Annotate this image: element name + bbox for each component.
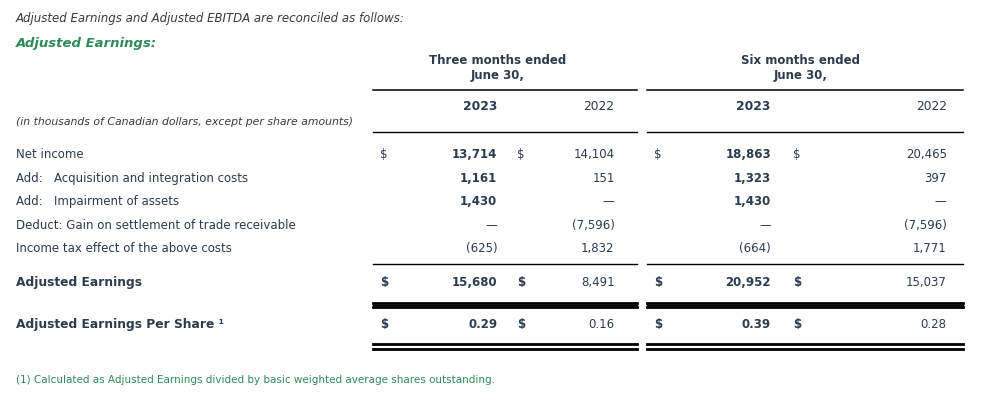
Text: —: — [603, 195, 615, 208]
Text: (1) Calculated as Adjusted Earnings divided by basic weighted average shares out: (1) Calculated as Adjusted Earnings divi… [16, 375, 494, 385]
Text: 2022: 2022 [916, 100, 947, 113]
Text: $: $ [654, 148, 661, 161]
Text: 1,832: 1,832 [581, 242, 615, 255]
Text: (7,596): (7,596) [571, 219, 615, 232]
Text: 20,952: 20,952 [725, 276, 771, 290]
Text: Income tax effect of the above costs: Income tax effect of the above costs [16, 242, 231, 255]
Text: 2023: 2023 [463, 100, 497, 113]
Text: (664): (664) [739, 242, 771, 255]
Text: 1,430: 1,430 [460, 195, 497, 208]
Text: 20,465: 20,465 [905, 148, 947, 161]
Text: 15,680: 15,680 [452, 276, 497, 290]
Text: $: $ [654, 318, 662, 331]
Text: 18,863: 18,863 [725, 148, 771, 161]
Text: 397: 397 [924, 172, 947, 184]
Text: $: $ [517, 148, 524, 161]
Text: 1,323: 1,323 [734, 172, 771, 184]
Text: 0.29: 0.29 [468, 318, 497, 331]
Text: Adjusted Earnings and Adjusted EBITDA are reconciled as follows:: Adjusted Earnings and Adjusted EBITDA ar… [16, 12, 405, 25]
Text: 2022: 2022 [583, 100, 615, 113]
Text: 15,037: 15,037 [906, 276, 947, 290]
Text: $: $ [380, 318, 388, 331]
Text: 14,104: 14,104 [573, 148, 615, 161]
Text: $: $ [380, 148, 388, 161]
Text: $: $ [654, 276, 662, 290]
Text: $: $ [793, 276, 802, 290]
Text: —: — [759, 219, 771, 232]
Text: Add:   Impairment of assets: Add: Impairment of assets [16, 195, 179, 208]
Text: (7,596): (7,596) [904, 219, 947, 232]
Text: 13,714: 13,714 [452, 148, 497, 161]
Text: 1,430: 1,430 [734, 195, 771, 208]
Text: $: $ [517, 318, 525, 331]
Text: 0.16: 0.16 [588, 318, 615, 331]
Text: Adjusted Earnings:: Adjusted Earnings: [16, 37, 157, 50]
Text: —: — [486, 219, 497, 232]
Text: —: — [935, 195, 947, 208]
Text: 0.39: 0.39 [742, 318, 771, 331]
Text: (625): (625) [466, 242, 497, 255]
Text: $: $ [793, 148, 801, 161]
Text: 1,161: 1,161 [460, 172, 497, 184]
Text: $: $ [380, 276, 388, 290]
Text: 0.28: 0.28 [921, 318, 947, 331]
Text: Six months ended
June 30,: Six months ended June 30, [741, 54, 860, 82]
Text: Add:   Acquisition and integration costs: Add: Acquisition and integration costs [16, 172, 248, 184]
Text: Adjusted Earnings: Adjusted Earnings [16, 276, 142, 290]
Text: Deduct: Gain on settlement of trade receivable: Deduct: Gain on settlement of trade rece… [16, 219, 295, 232]
Text: 8,491: 8,491 [581, 276, 615, 290]
Text: $: $ [793, 318, 802, 331]
Text: (in thousands of Canadian dollars, except per share amounts): (in thousands of Canadian dollars, excep… [16, 117, 353, 127]
Text: Adjusted Earnings Per Share ¹: Adjusted Earnings Per Share ¹ [16, 318, 224, 331]
Text: 151: 151 [592, 172, 615, 184]
Text: $: $ [517, 276, 525, 290]
Text: Net income: Net income [16, 148, 84, 161]
Text: 1,771: 1,771 [913, 242, 947, 255]
Text: Three months ended
June 30,: Three months ended June 30, [428, 54, 566, 82]
Text: 2023: 2023 [737, 100, 771, 113]
